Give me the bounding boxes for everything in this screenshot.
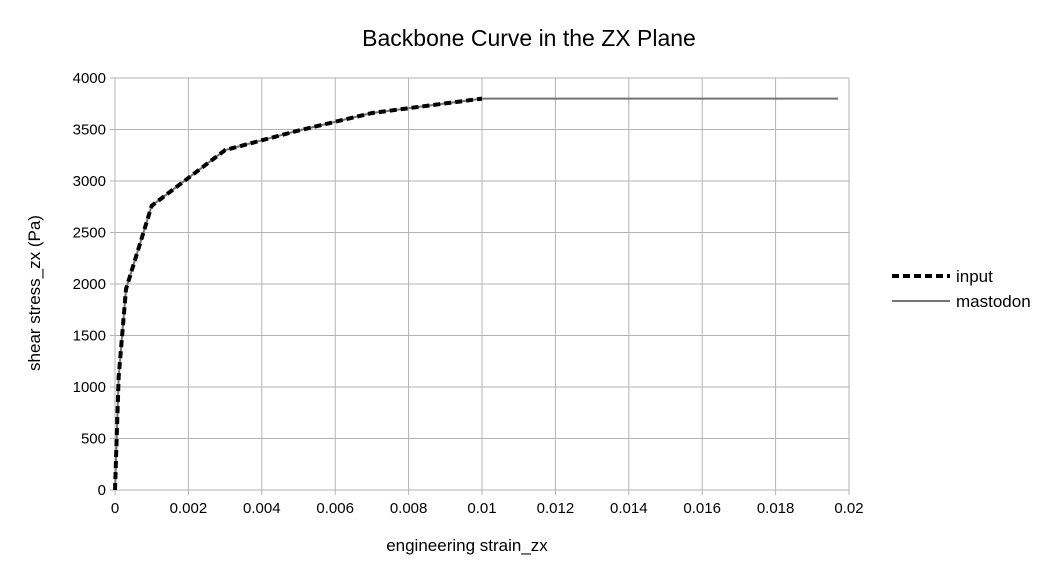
plot-series	[113, 96, 838, 491]
y-tick-label: 2000	[73, 276, 106, 293]
y-tick-label: 2500	[73, 225, 106, 242]
series-line-input	[113, 96, 483, 491]
legend-label-mastodon: mastodon	[956, 292, 1031, 311]
y-tick-label: 4000	[73, 70, 106, 87]
x-tick-label: 0	[111, 500, 119, 517]
x-tick-label: 0.018	[757, 500, 795, 517]
y-tick-label: 0	[98, 482, 106, 499]
legend: input mastodon	[892, 267, 1031, 311]
y-tick-label: 1500	[73, 328, 106, 345]
y-tick-label: 1000	[73, 379, 106, 396]
x-tick-label: 0.02	[834, 500, 863, 517]
y-tick-label: 500	[81, 431, 106, 448]
x-axis-title: engineering strain_zx	[386, 536, 548, 555]
x-tick-label: 0.01	[467, 500, 496, 517]
x-tick-label: 0.006	[316, 500, 354, 517]
grid	[110, 77, 850, 495]
x-tick-label: 0.002	[170, 500, 208, 517]
chart-title: Backbone Curve in the ZX Plane	[362, 25, 696, 51]
x-tick-label: 0.004	[243, 500, 281, 517]
x-tick-label: 0.012	[537, 500, 575, 517]
x-tick-label: 0.008	[390, 500, 428, 517]
x-tick-label: 0.014	[610, 500, 648, 517]
y-tick-label: 3500	[73, 122, 106, 139]
legend-label-input: input	[956, 267, 993, 286]
series-line-mastodon	[114, 97, 838, 491]
tick-labels: 0 0.002 0.004 0.006 0.008 0.01 0.012 0.014 0.016…	[73, 70, 864, 517]
x-tick-label: 0.016	[683, 500, 721, 517]
y-axis-title: shear stress_zx (Pa)	[25, 215, 44, 371]
y-tick-label: 3000	[73, 173, 106, 190]
